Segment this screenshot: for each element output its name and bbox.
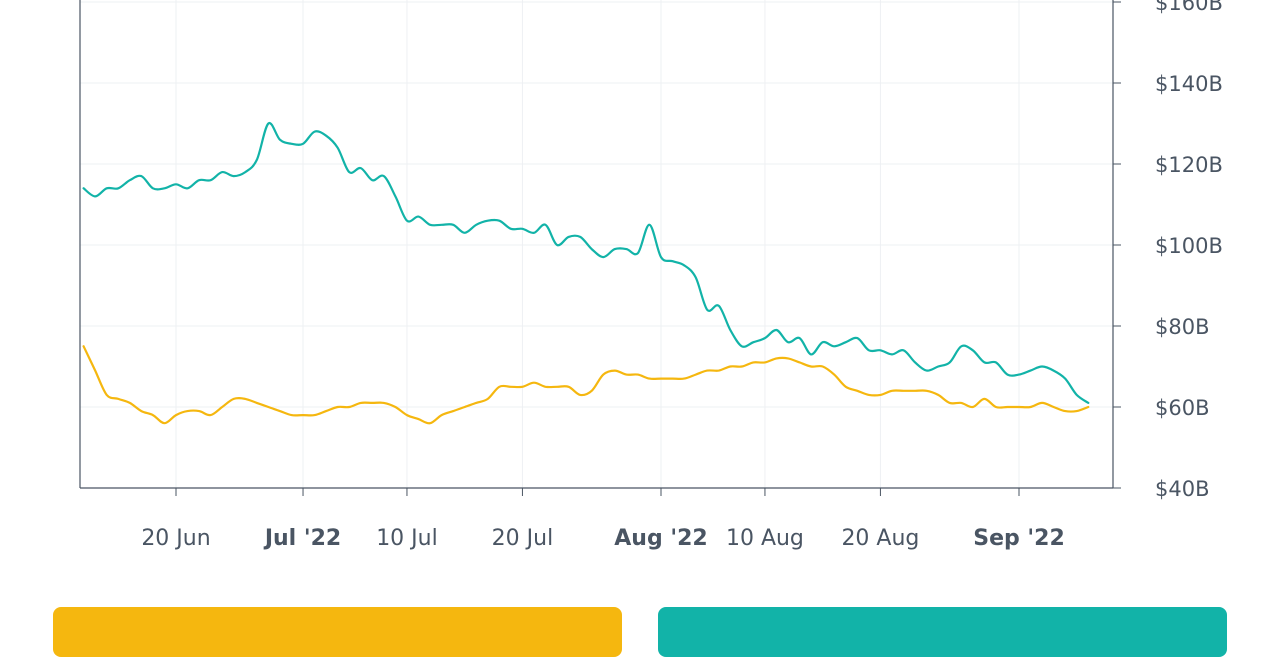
x-tick-label: 20 Jul — [492, 526, 554, 551]
y-tick-label: $120B — [1155, 153, 1223, 177]
teal-legend-card[interactable] — [658, 607, 1227, 657]
y-axis-tick-labels: $40B $60B $80B $100B $120B $140B $160B — [1155, 0, 1223, 501]
axes — [79, 0, 1121, 496]
x-tick-label: Aug '22 — [614, 526, 707, 551]
x-tick-label: 10 Jul — [376, 526, 438, 551]
x-tick-label: Jul '22 — [263, 526, 341, 551]
yellow-legend-card[interactable] — [53, 607, 622, 657]
y-tick-label: $80B — [1155, 315, 1210, 339]
series-lines — [82, 121, 1090, 425]
x-tick-label: 20 Aug — [841, 526, 919, 551]
teal-series-line — [82, 121, 1090, 404]
y-tick-label: $100B — [1155, 234, 1223, 258]
chart: 20 Jun Jul '22 10 Jul 20 Jul Aug '22 10 Aug 20… — [79, 0, 1223, 551]
x-tick-label: 10 Aug — [726, 526, 804, 551]
y-tick-label: $40B — [1155, 477, 1210, 501]
x-tick-label: 20 Jun — [141, 526, 210, 551]
grid-lines — [80, 0, 1113, 488]
x-tick-label: Sep '22 — [973, 526, 1065, 551]
y-tick-label: $160B — [1155, 0, 1223, 15]
x-axis-tick-labels: 20 Jun Jul '22 10 Jul 20 Jul Aug '22 10 Aug 20… — [141, 526, 1064, 551]
yellow-series-line — [82, 345, 1090, 425]
y-tick-label: $60B — [1155, 396, 1210, 420]
y-tick-label: $140B — [1155, 72, 1223, 96]
